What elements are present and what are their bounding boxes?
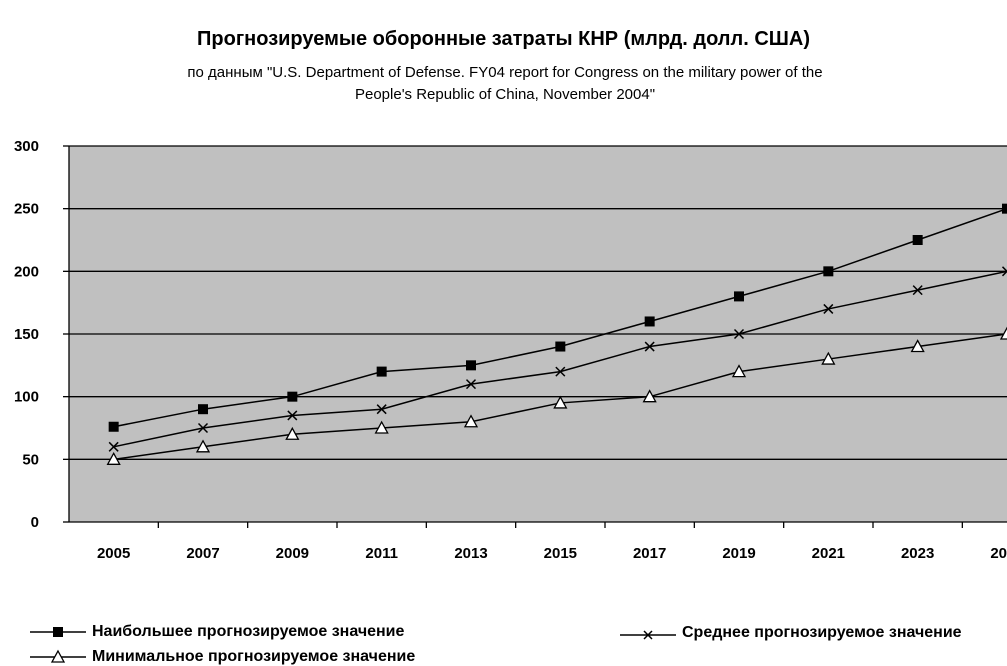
data-point-mid	[1001, 266, 1007, 277]
legend-label-mid: Среднее прогнозируемое значение	[682, 624, 962, 641]
data-point-min	[374, 420, 389, 434]
x-tick-label: 2013	[454, 545, 487, 562]
y-tick-label: 0	[31, 514, 39, 531]
y-tick-label: 250	[14, 201, 39, 218]
legend-square-marker-icon	[30, 627, 86, 637]
data-point-min	[731, 364, 747, 378]
data-point-max	[912, 235, 923, 245]
x-tick-label: 2005	[97, 545, 130, 562]
data-point-max	[1002, 203, 1007, 214]
data-point-max	[466, 360, 476, 371]
x-tick-label: 2007	[186, 545, 219, 562]
chart-title: Прогнозируемые оборонные затраты КНР (мл…	[197, 28, 810, 50]
data-point-mid	[197, 422, 209, 434]
data-point-min	[821, 351, 836, 365]
legend-item-max: Наибольшее прогнозируемое значение	[30, 623, 404, 641]
legend-item-min: Минимальное прогнозируемое значение	[30, 648, 415, 666]
y-tick-label: 150	[14, 326, 39, 343]
x-tick-label: 2023	[901, 545, 934, 562]
data-point-mid	[376, 404, 387, 415]
data-point-mid	[555, 366, 566, 377]
data-point-min	[999, 326, 1007, 340]
data-point-max	[198, 404, 208, 415]
data-point-max	[644, 316, 655, 327]
data-point-mid	[912, 285, 923, 296]
data-point-min	[642, 389, 657, 403]
x-tick-label: 2021	[812, 545, 845, 562]
data-point-min	[910, 339, 925, 353]
data-point-max	[734, 291, 744, 302]
legend-triangle-marker-icon	[30, 649, 86, 663]
data-point-max	[108, 421, 119, 432]
x-tick-label: 2015	[544, 545, 577, 562]
data-point-mid	[644, 341, 655, 352]
data-point-min	[463, 414, 479, 428]
legend-item-mid: Среднее прогнозируемое значение	[620, 623, 1005, 663]
legend-label-min: Минимальное прогнозируемое значение	[92, 648, 416, 665]
data-point-max	[555, 341, 566, 352]
data-point-min	[195, 439, 211, 453]
data-point-mid	[108, 441, 119, 452]
x-tick-label: 2025	[990, 545, 1007, 562]
data-point-mid	[823, 303, 834, 314]
y-tick-label: 100	[14, 389, 39, 406]
y-tick-label: 300	[14, 138, 39, 155]
legend-label-max: Наибольшее прогнозируемое значение	[92, 623, 405, 640]
y-tick-label: 50	[22, 451, 39, 468]
data-point-mid	[287, 410, 298, 421]
data-point-min	[553, 395, 568, 409]
chart-subtitle: по данным "U.S. Department of Defense. F…	[187, 64, 823, 103]
data-point-mid	[733, 328, 745, 340]
y-tick-label: 200	[14, 263, 39, 280]
data-point-max	[823, 266, 834, 277]
data-point-max	[287, 391, 298, 402]
data-point-max	[376, 366, 387, 377]
x-tick-label: 2009	[276, 545, 309, 562]
x-tick-label: 2011	[365, 545, 398, 562]
x-tick-label: 2017	[633, 545, 666, 562]
x-tick-label: 2019	[722, 545, 755, 562]
legend-x-marker-icon	[620, 630, 676, 640]
data-point-min	[106, 451, 121, 465]
data-point-mid	[465, 379, 477, 390]
data-point-min	[285, 426, 300, 440]
